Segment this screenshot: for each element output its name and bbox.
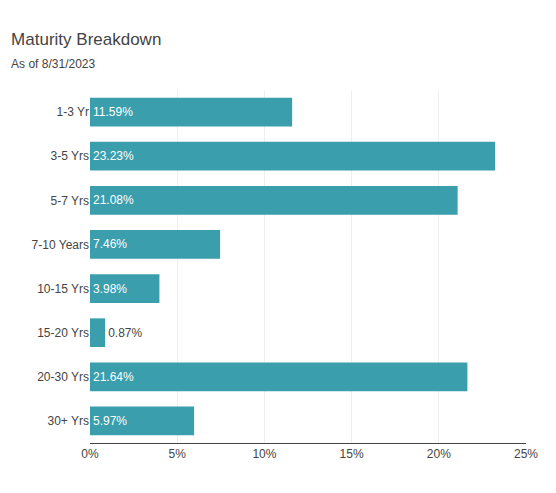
svg-text:5%: 5%	[169, 447, 187, 461]
svg-text:Maturity Breakdown: Maturity Breakdown	[11, 30, 161, 49]
svg-text:23.23%: 23.23%	[93, 149, 134, 163]
svg-text:1-3 Yr: 1-3 Yr	[57, 105, 89, 119]
svg-text:21.64%: 21.64%	[93, 370, 134, 384]
svg-text:30+ Yrs: 30+ Yrs	[48, 414, 89, 428]
svg-text:10%: 10%	[252, 447, 276, 461]
svg-text:25%: 25%	[514, 447, 538, 461]
svg-text:11.59%: 11.59%	[93, 105, 133, 119]
svg-text:3.98%: 3.98%	[93, 282, 127, 296]
svg-text:15%: 15%	[340, 447, 364, 461]
svg-text:As of 8/31/2023: As of 8/31/2023	[11, 57, 95, 71]
svg-text:10-15 Yrs: 10-15 Yrs	[37, 282, 89, 296]
svg-text:7.46%: 7.46%	[93, 237, 127, 251]
svg-text:3-5 Yrs: 3-5 Yrs	[51, 149, 89, 163]
svg-text:0%: 0%	[81, 447, 99, 461]
svg-text:15-20 Yrs: 15-20 Yrs	[37, 326, 89, 340]
svg-text:0.87%: 0.87%	[108, 326, 142, 340]
svg-text:7-10 Years: 7-10 Years	[32, 238, 89, 252]
svg-text:20-30 Yrs: 20-30 Yrs	[37, 370, 89, 384]
svg-text:5-7 Yrs: 5-7 Yrs	[51, 194, 89, 208]
svg-text:21.08%: 21.08%	[93, 193, 134, 207]
svg-text:20%: 20%	[427, 447, 451, 461]
svg-text:5.97%: 5.97%	[93, 414, 127, 428]
